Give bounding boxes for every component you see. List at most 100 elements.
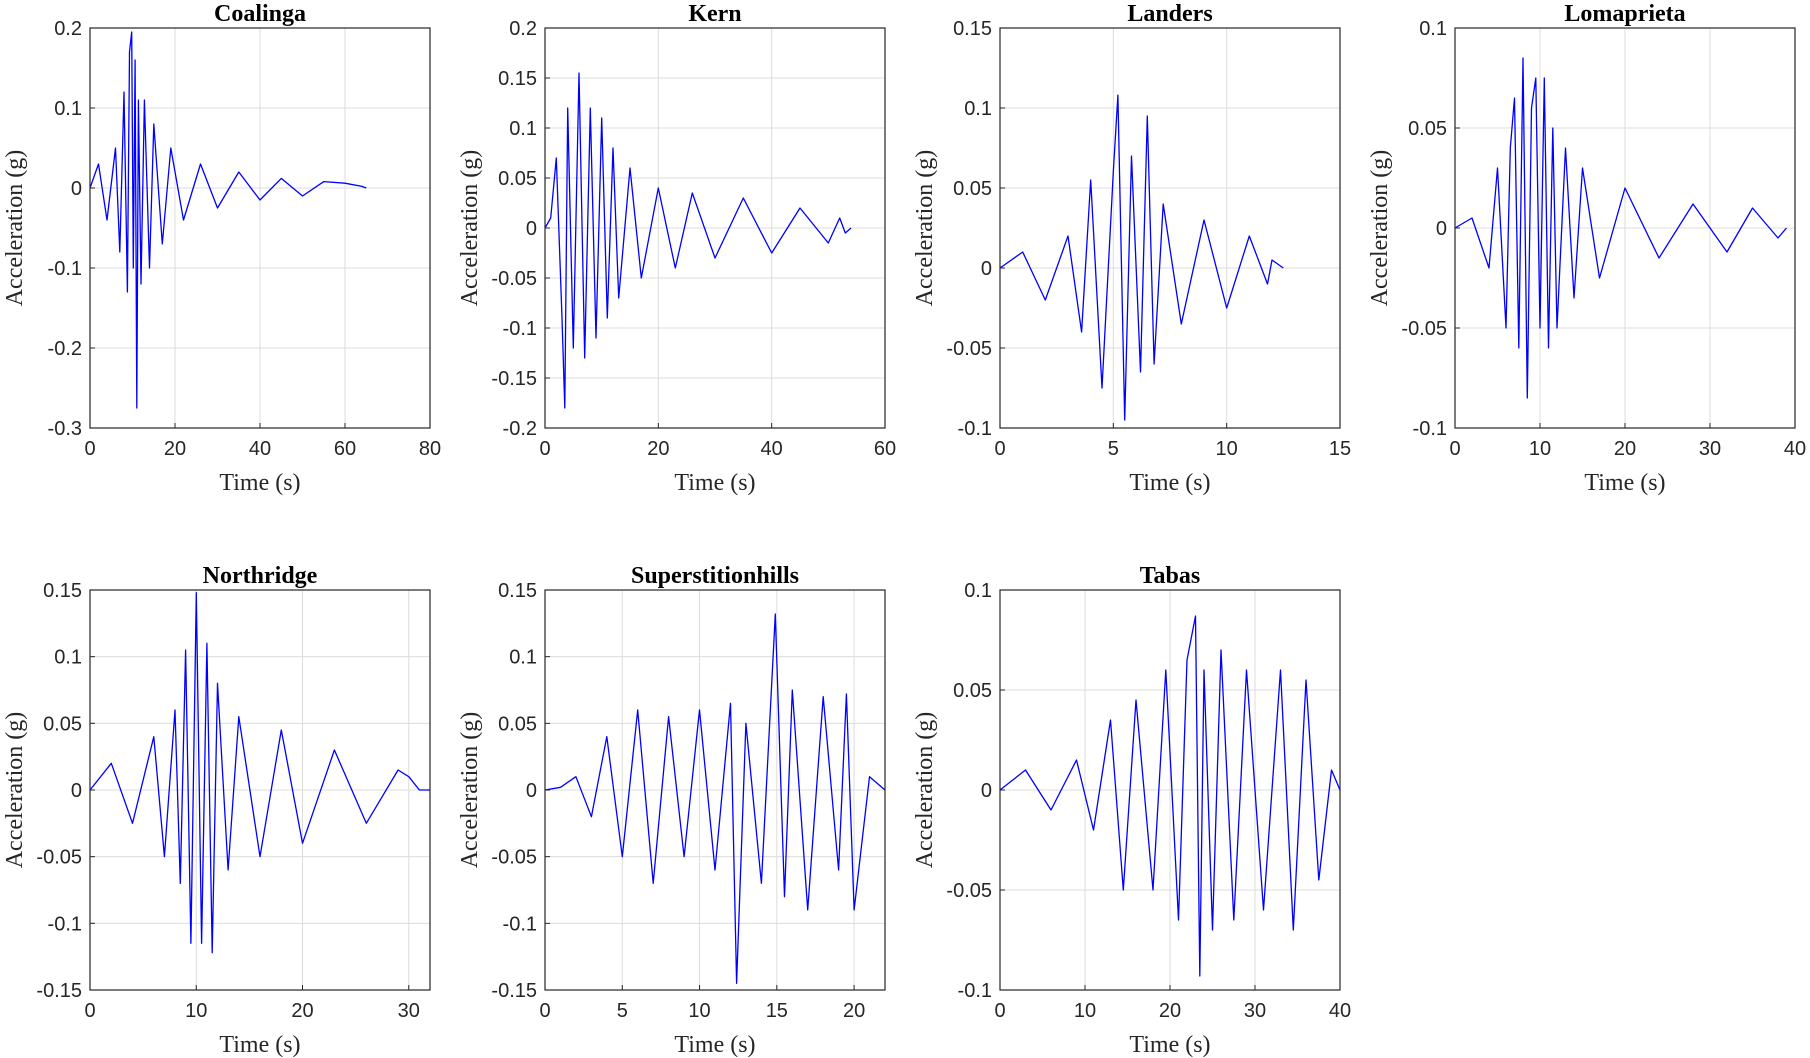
y-tick-label: -0.1 [958,980,992,1002]
y-tick-label: -0.2 [48,338,82,360]
x-axis-label: Time (s) [219,1032,300,1058]
y-tick-label: 0.1 [1419,18,1447,40]
x-tick-label: 0 [84,1000,95,1022]
x-tick-label: 30 [1244,1000,1266,1022]
y-tick-label: 0.2 [54,18,82,40]
x-tick-label: 10 [688,1000,710,1022]
y-tick-label: -0.05 [946,338,992,360]
series-line-coalinga [89,31,367,409]
panel-coalinga: 0 20 40 60 80 -0.3 -0.2 -0.1 0 0.1 0.2 Coalinga Time… [2,1,441,496]
y-tick-label: 0.05 [43,713,82,735]
x-axis-label: Time (s) [1129,1032,1210,1058]
panel-title: Northridge [203,563,318,589]
x-tick-label: 5 [1108,438,1119,460]
y-axis-label: Acceleration (g) [457,712,483,869]
y-tick-label: -0.05 [946,880,992,902]
panel-northridge: 0 10 20 30 -0.15 -0.1 -0.05 0 0.05 0.1 0.15 Northri… [2,563,431,1058]
series-line-superstitionhills [544,613,886,984]
y-tick-label: 0.1 [54,98,82,120]
series-line-landers [999,94,1284,421]
x-tick-label: 0 [539,1000,550,1022]
panel-lomaprieta: 0 10 20 30 40 -0.1 -0.05 0 0.05 0.1 Lomaprieta Time… [1367,1,1806,496]
x-tick-label: 30 [398,1000,420,1022]
y-tick-label: 0.05 [498,168,537,190]
series-line-tabas [999,615,1341,977]
y-tick-label: 0 [981,258,992,280]
panel-title: Tabas [1140,563,1201,589]
y-axis-label: Acceleration (g) [1367,150,1393,307]
y-axis-label: Acceleration (g) [2,712,28,869]
y-tick-label: 0.05 [1408,118,1447,140]
x-tick-label: 80 [419,438,441,460]
x-tick-label: 0 [539,438,550,460]
x-tick-label: 0 [994,1000,1005,1022]
y-tick-label: 0 [71,178,82,200]
x-tick-label: 40 [1784,438,1806,460]
panel-kern: 0 20 40 60 -0.2 -0.15 -0.1 -0.05 0 0.05 0.1 0.15 0.2… [457,1,896,496]
x-tick-label: 20 [1614,438,1636,460]
x-axis-label: Time (s) [1584,470,1665,496]
x-tick-label: 10 [185,1000,207,1022]
y-axis-label: Acceleration (g) [912,712,938,869]
x-tick-label: 20 [843,1000,865,1022]
y-tick-label: -0.1 [503,318,537,340]
panel-title: Kern [688,1,741,27]
x-tick-label: 20 [164,438,186,460]
x-tick-label: 15 [1329,438,1351,460]
y-tick-label: 0.15 [498,580,537,602]
series-line-northridge [89,592,430,954]
x-tick-label: 20 [291,1000,313,1022]
y-tick-label: 0.1 [509,118,537,140]
panel-title: Superstitionhills [631,563,799,589]
x-axis-label: Time (s) [1129,470,1210,496]
x-tick-label: 0 [1449,438,1460,460]
y-tick-label: -0.15 [491,980,537,1002]
panel-title: Coalinga [214,1,306,27]
x-tick-label: 60 [874,438,896,460]
x-tick-label: 10 [1074,1000,1096,1022]
x-tick-label: 40 [249,438,271,460]
y-tick-label: 0.1 [964,580,992,602]
y-tick-label: 0.05 [498,713,537,735]
x-tick-label: 0 [994,438,1005,460]
y-tick-label: 0 [71,780,82,802]
series-line-lomaprieta [1454,57,1787,399]
y-tick-label: -0.3 [48,418,82,440]
x-tick-label: 60 [334,438,356,460]
y-tick-label: 0.1 [54,647,82,669]
panel-superstitionhills: 0 5 10 15 20 -0.15 -0.1 -0.05 0 0.05 0.1 0.15 Supers… [457,563,886,1058]
y-tick-label: -0.15 [491,368,537,390]
y-tick-label: -0.05 [1401,318,1447,340]
y-tick-label: 0 [526,218,537,240]
axes-box [999,27,1341,429]
y-tick-label: 0 [981,780,992,802]
y-tick-label: 0.15 [498,68,537,90]
y-tick-label: -0.2 [503,418,537,440]
y-tick-label: -0.1 [48,913,82,935]
x-tick-label: 30 [1699,438,1721,460]
panel-title: Lomaprieta [1564,1,1685,27]
y-tick-label: 0.15 [43,580,82,602]
y-tick-label: -0.05 [491,847,537,869]
y-tick-label: 0.1 [509,647,537,669]
panel-tabas: 0 10 20 30 40 -0.1 -0.05 0 0.05 0.1 Tabas Time (s) A… [912,563,1351,1058]
x-tick-label: 15 [766,1000,788,1022]
y-tick-label: 0.2 [509,18,537,40]
y-tick-label: -0.05 [491,268,537,290]
series-line-kern [544,72,852,409]
y-tick-label: -0.1 [1413,418,1447,440]
y-tick-label: -0.1 [48,258,82,280]
y-axis-label: Acceleration (g) [457,150,483,307]
x-tick-label: 40 [1329,1000,1351,1022]
y-tick-label: -0.15 [36,980,82,1002]
y-tick-label: 0 [526,780,537,802]
y-tick-label: -0.1 [958,418,992,440]
x-tick-label: 0 [84,438,95,460]
x-tick-label: 40 [761,438,783,460]
y-axis-label: Acceleration (g) [912,150,938,307]
panel-title: Landers [1127,1,1212,27]
x-axis-label: Time (s) [674,1032,755,1058]
y-axis-label: Acceleration (g) [2,150,28,307]
x-tick-label: 20 [1159,1000,1181,1022]
